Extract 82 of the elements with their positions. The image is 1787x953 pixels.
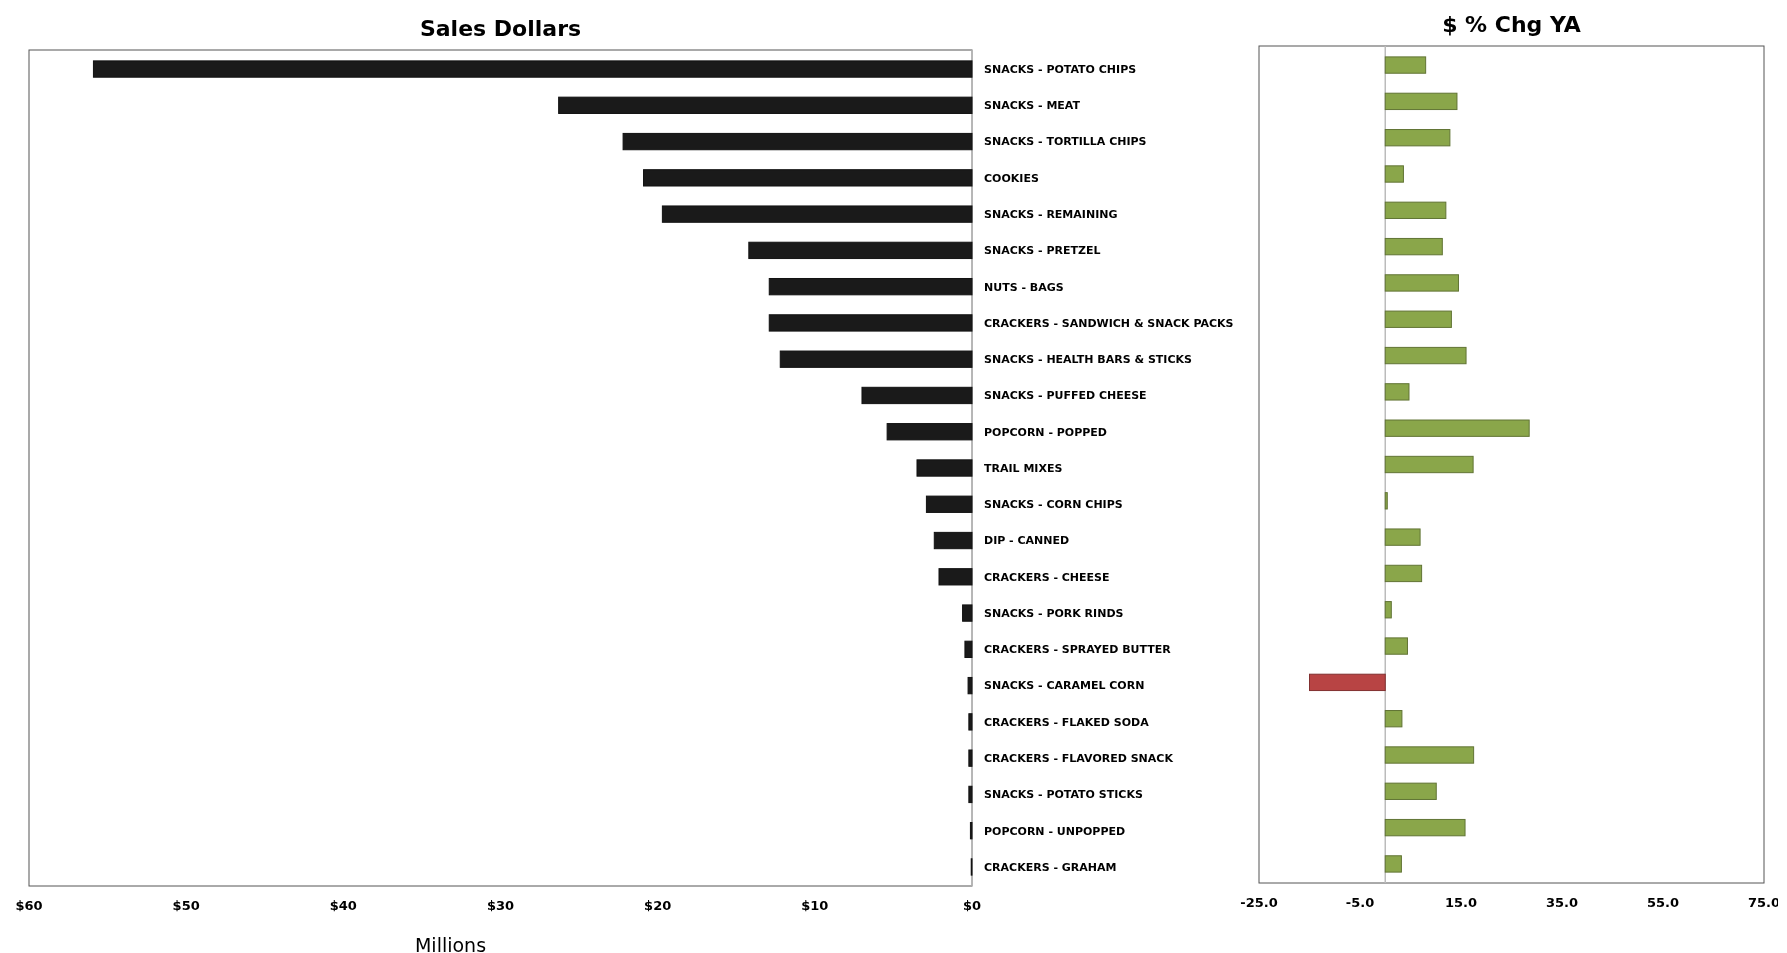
bar (1384, 601, 1392, 619)
y-tick-label: POPCORN - POPPED (984, 425, 1107, 439)
bar (1384, 274, 1459, 292)
y-tick-label: NUTS - BAGS (984, 280, 1064, 294)
y-tick-label: CRACKERS - FLAVORED SNACK (984, 752, 1174, 765)
y-tick-label: SNACKS - PRETZEL (984, 244, 1101, 258)
bar (1384, 855, 1402, 873)
y-tick-label: CRACKERS - SANDWICH & SNACK PACKS (984, 316, 1234, 330)
bar (558, 96, 973, 114)
bar (968, 749, 973, 767)
bar (861, 386, 973, 405)
bar (1384, 818, 1466, 837)
bar (768, 278, 973, 296)
bar (967, 676, 973, 695)
bar (1384, 492, 1388, 510)
bar (768, 314, 973, 332)
bar (933, 531, 973, 550)
bar (1384, 310, 1452, 328)
y-tick-label: SNACKS - CARAMEL CORN (984, 679, 1145, 693)
bar (1384, 528, 1421, 546)
x-tick-label: $40 (329, 898, 357, 913)
x-tick-label: $60 (15, 898, 43, 913)
y-tick-label: SNACKS - PUFFED CHEESE (984, 389, 1147, 403)
y-tick-label: POPCORN - UNPOPPED (984, 824, 1126, 838)
y-tick-label: SNACKS - TORTILLA CHIPS (984, 135, 1147, 149)
chart-title: Sales Dollars (419, 16, 582, 41)
x-tick-label: $50 (172, 898, 200, 913)
bar (1384, 237, 1443, 256)
bar (925, 495, 973, 513)
y-tick-label: SNACKS - REMAINING (984, 207, 1118, 221)
x-tick-label: $10 (801, 898, 829, 913)
bar (1384, 710, 1403, 728)
bar (962, 604, 973, 622)
bar (968, 713, 973, 731)
y-tick-label: CRACKERS - SPRAYED BUTTER (984, 643, 1172, 657)
bar (661, 205, 973, 223)
y-tick-label: CRACKERS - CHEESE (984, 570, 1110, 584)
bar (1384, 637, 1408, 655)
y-tick-label: CRACKERS - GRAHAM (984, 860, 1117, 874)
bar (643, 169, 973, 187)
bar (1384, 564, 1423, 583)
y-tick-label: SNACKS - POTATO STICKS (984, 788, 1143, 802)
bar (1384, 455, 1474, 474)
bar (1384, 56, 1427, 74)
bar (748, 241, 973, 260)
bar (1384, 165, 1404, 183)
y-tick-label: SNACKS - CORN CHIPS (984, 498, 1123, 512)
bar (1384, 129, 1451, 147)
y-tick-label: DIP - CANNED (984, 534, 1070, 548)
bar (1384, 383, 1410, 401)
y-tick-label: SNACKS - MEAT (984, 99, 1081, 113)
x-tick-label: $30 (486, 898, 515, 913)
bar (916, 459, 973, 477)
y-tick-label: CRACKERS - FLAKED SODA (984, 715, 1150, 729)
y-tick-label: SNACKS - POTATO CHIPS (984, 62, 1137, 76)
bar (938, 568, 973, 586)
bar (1384, 92, 1458, 111)
bar (1384, 746, 1475, 764)
bar (886, 423, 973, 441)
bar (1384, 782, 1437, 800)
y-tick-label: TRAIL MIXES (984, 461, 1063, 475)
bar (92, 60, 973, 78)
x-tick-label: 15.0 (1444, 895, 1478, 910)
x-tick-label: $0 (962, 898, 982, 913)
y-tick-label: COOKIES (984, 171, 1039, 185)
x-tick-label: $20 (644, 898, 672, 913)
y-tick-label: SNACKS - HEALTH BARS & STICKS (984, 353, 1192, 367)
x-tick-label: -5.0 (1345, 895, 1375, 910)
x-tick-label: 35.0 (1545, 895, 1579, 910)
bar (1384, 201, 1447, 219)
bar (779, 350, 973, 368)
x-tick-label: 55.0 (1646, 895, 1680, 910)
bar (622, 132, 973, 151)
x-tick-label: -25.0 (1240, 895, 1278, 910)
chart-title: $ % Chg YA (1442, 12, 1581, 37)
bar (964, 640, 973, 659)
bar (1309, 673, 1386, 692)
bar (1384, 419, 1530, 437)
bar (968, 785, 973, 804)
bar (1384, 346, 1467, 365)
y-tick-label: SNACKS - PORK RINDS (984, 606, 1124, 620)
x-axis-title: Millions (414, 934, 487, 953)
